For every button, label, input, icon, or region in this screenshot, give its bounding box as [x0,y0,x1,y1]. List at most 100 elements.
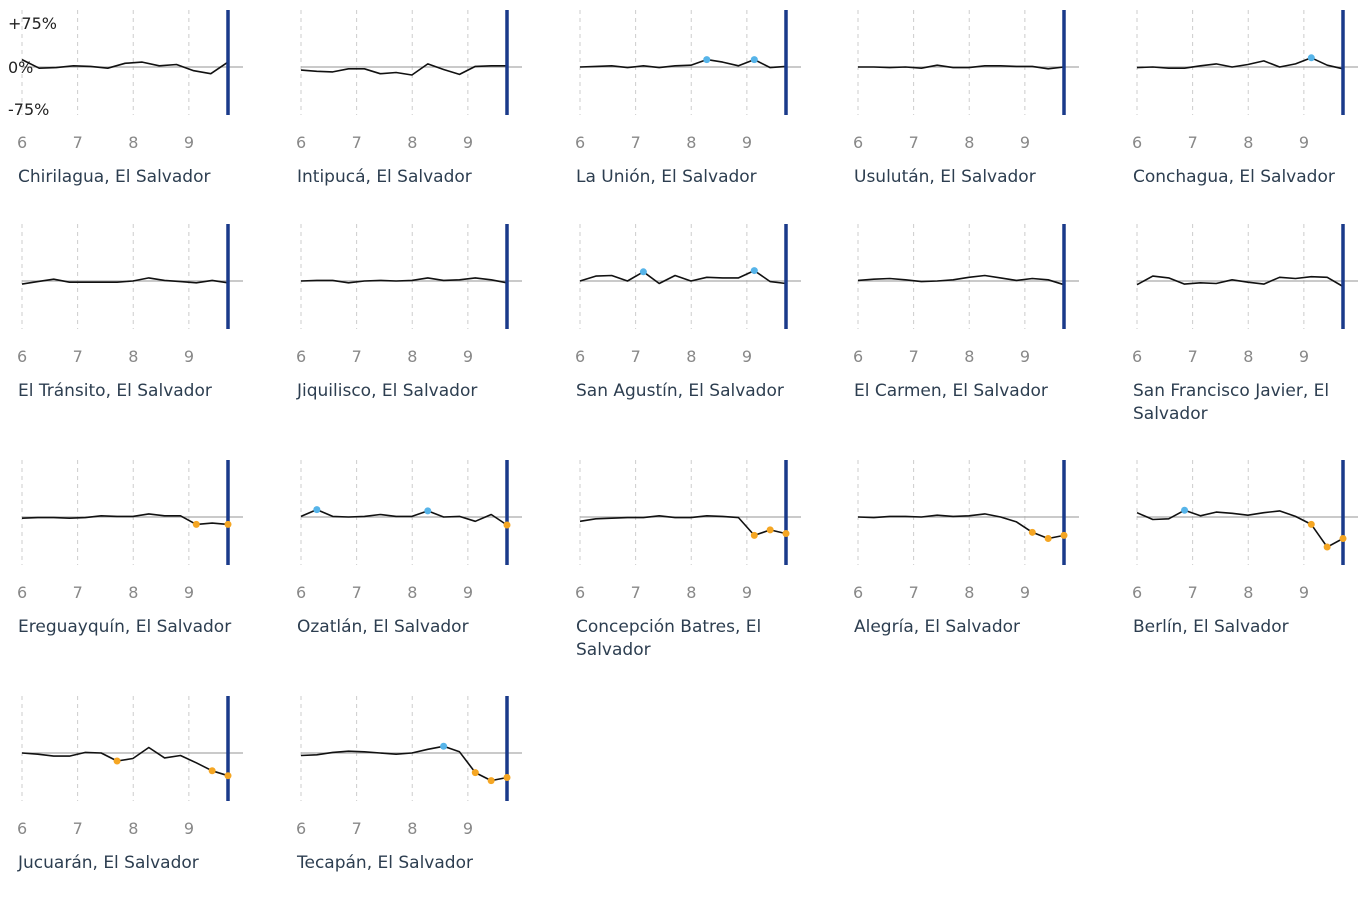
y-tick-label: 0% [8,58,33,77]
x-tick-label: 7 [909,347,919,366]
x-tick-label: 6 [575,583,585,602]
chart-panel: 6 7 8 9 Usulután, El Salvador [836,0,1079,220]
small-multiples-chart: 6 7 8 9 +75% 0% -75% Chirilagua, El Salvador 6 7 8… [0,0,1358,873]
series-line [1136,509,1344,548]
panel-title: Ereguayquín, El Salvador [18,617,232,637]
x-tick-label: 9 [742,347,752,366]
panel-plot: 6 7 8 9 [17,696,243,838]
panel-title: El Carmen, El Salvador [854,381,1048,401]
x-tick-label: 6 [575,347,585,366]
panel-title: Tecapán, El Salvador [297,853,473,873]
low-point [471,769,479,777]
x-tick-label: 9 [1299,583,1309,602]
x-tick-label: 8 [128,819,138,838]
x-tick-label: 6 [853,133,863,152]
series-line [21,58,229,75]
low-point [1028,528,1036,536]
series-line [579,515,787,537]
x-tick-label: 6 [17,347,27,366]
x-tick-label: 7 [73,583,83,602]
panel-title: Intipucá, El Salvador [297,167,472,187]
low-point [750,531,758,539]
low-point [766,526,774,534]
panel-plot: 6 7 8 9 [853,224,1079,366]
panel-plot: 6 7 8 9 [296,10,522,152]
low-point [1060,531,1068,539]
x-tick-label: 9 [184,347,194,366]
chart-panel: 6 7 8 9 Ereguayquín, El Salvador [0,450,243,670]
high-point [1181,506,1189,514]
panel-plot: 6 7 8 9 [17,460,243,602]
x-tick-label: 7 [73,819,83,838]
y-tick-label: +75% [8,14,57,33]
panel-plot: 6 7 8 9 [296,224,522,366]
high-point [703,56,711,64]
series-line [21,277,229,285]
chart-panel: 6 7 8 9 Jiquilisco, El Salvador [279,214,522,434]
panel-title: Conchagua, El Salvador [1133,167,1335,187]
series-line [858,64,1065,70]
x-tick-label: 8 [1243,347,1253,366]
series-line [21,746,229,777]
x-tick-label: 7 [631,133,641,152]
x-tick-label: 7 [631,347,641,366]
panel-plot: 6 7 8 9 [575,460,801,602]
panel-plot: 6 7 8 9 [17,224,243,366]
x-tick-label: 8 [128,583,138,602]
series-line [300,508,508,526]
x-tick-label: 7 [73,133,83,152]
chart-panel: 6 7 8 9 Alegría, El Salvador [836,450,1079,670]
x-tick-label: 7 [352,347,362,366]
panel-plot: 6 7 8 9 [1132,10,1358,152]
x-tick-label: 8 [964,133,974,152]
x-tick-label: 9 [184,819,194,838]
x-tick-label: 7 [352,583,362,602]
low-point [192,520,200,528]
x-tick-label: 7 [909,133,919,152]
high-point [440,742,448,750]
x-tick-label: 9 [463,133,473,152]
chart-panel: 6 7 8 9 La Unión, El Salvador [558,0,801,220]
x-tick-label: 6 [575,133,585,152]
high-point [1307,54,1315,62]
panel-title: Jucuarán, El Salvador [18,853,199,873]
x-tick-label: 8 [1243,583,1253,602]
panel-title: Berlín, El Salvador [1133,617,1289,637]
x-tick-label: 8 [686,133,696,152]
x-tick-label: 6 [17,133,27,152]
panel-plot: 6 7 8 9 [296,696,522,838]
x-tick-label: 8 [964,583,974,602]
x-tick-label: 7 [1188,583,1198,602]
series-line [300,745,508,782]
chart-panel: 6 7 8 9 Concepción Batres, El Salvador [558,450,801,670]
x-tick-label: 6 [17,819,27,838]
chart-panel: 6 7 8 9 El Tránsito, El Salvador [0,214,243,434]
x-tick-label: 8 [128,347,138,366]
low-point [1339,534,1347,542]
panel-title: Jiquilisco, El Salvador [297,381,478,401]
panel-title: Ozatlán, El Salvador [297,617,469,637]
low-point [224,772,232,780]
x-tick-label: 6 [296,819,306,838]
chart-panel: 6 7 8 9 Conchagua, El Salvador [1115,0,1358,220]
x-tick-label: 8 [407,133,417,152]
x-tick-label: 8 [964,347,974,366]
x-tick-label: 7 [909,583,919,602]
x-tick-label: 6 [853,583,863,602]
low-point [224,520,232,528]
chart-panel: 6 7 8 9 Intipucá, El Salvador [279,0,522,220]
x-tick-label: 9 [463,583,473,602]
panel-plot: 6 7 8 9 [296,460,522,602]
x-tick-label: 6 [1132,347,1142,366]
x-tick-label: 7 [1188,347,1198,366]
x-tick-label: 6 [853,347,863,366]
x-tick-label: 8 [407,819,417,838]
x-tick-label: 6 [1132,583,1142,602]
high-point [639,268,647,276]
panel-title: Alegría, El Salvador [854,617,1020,637]
x-tick-label: 6 [17,583,27,602]
x-tick-label: 9 [463,347,473,366]
panel-plot: 6 7 8 9 [853,10,1079,152]
x-tick-label: 7 [352,819,362,838]
panel-title: La Unión, El Salvador [576,167,757,187]
